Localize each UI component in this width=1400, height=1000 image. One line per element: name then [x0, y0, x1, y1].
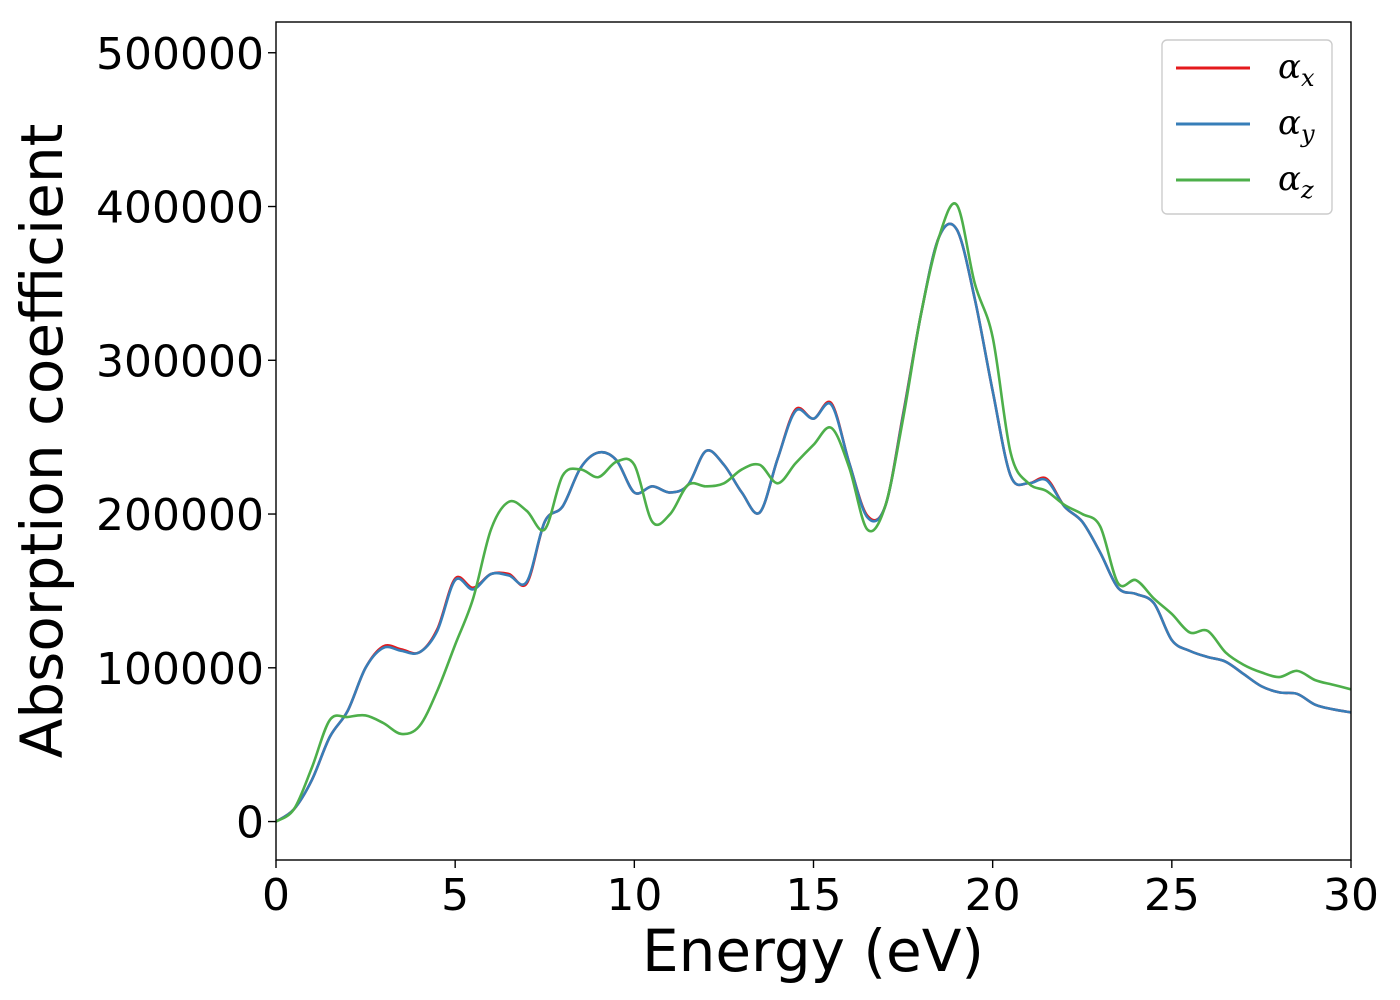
y-tick-label: 0 [236, 798, 264, 849]
series-line-y [276, 222, 1351, 823]
y-tick-label: 200000 [96, 490, 264, 541]
y-axis-label: Absorption coefficient [8, 124, 76, 759]
y-tick-label: 500000 [96, 29, 264, 80]
x-tick-label: 15 [786, 870, 842, 921]
y-tick-label: 100000 [96, 644, 264, 695]
x-tick-label: 30 [1323, 870, 1379, 921]
legend-subscript-y: y [1300, 120, 1315, 148]
legend-box [1161, 39, 1333, 215]
y-axis: 0 100000 200000 300000 400000 500000 [96, 29, 276, 849]
legend-subscript-z: z [1300, 176, 1314, 204]
legend-label-z: αz [1278, 159, 1314, 204]
x-tick-label: 5 [441, 870, 469, 921]
y-tick-label: 300000 [96, 336, 264, 387]
legend-subscript-x: x [1301, 64, 1315, 92]
x-axis: 0 5 10 15 20 25 30 [262, 860, 1379, 921]
x-tick-label: 25 [1144, 870, 1200, 921]
x-tick-label: 10 [606, 870, 662, 921]
series-line-x [276, 222, 1351, 823]
x-tick-label: 0 [262, 870, 290, 921]
y-tick-label: 400000 [96, 183, 264, 234]
x-tick-label: 20 [965, 870, 1021, 921]
series-line-z [276, 202, 1351, 823]
series-layer [276, 202, 1351, 823]
x-axis-label: Energy (eV) [642, 917, 984, 985]
